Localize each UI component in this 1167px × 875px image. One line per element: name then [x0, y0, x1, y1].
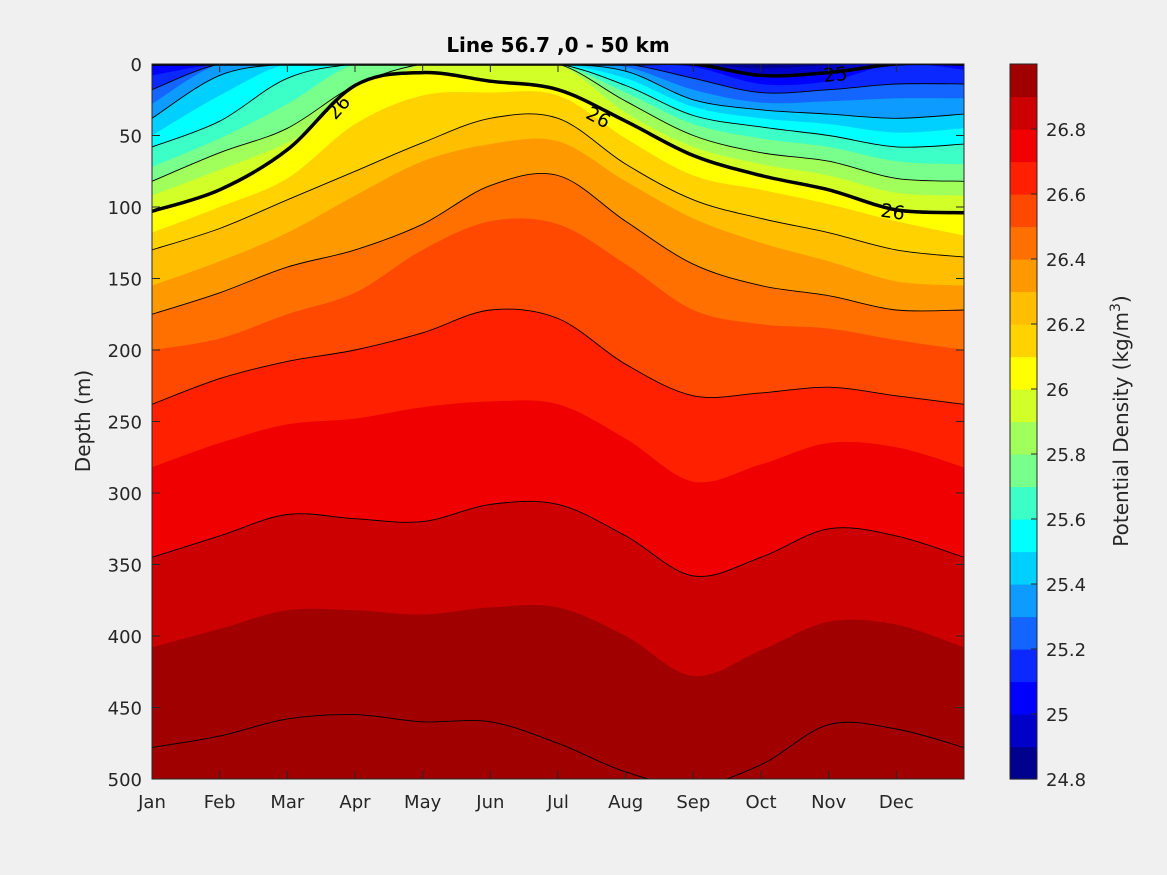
contour-line-25.8	[152, 64, 964, 182]
colorbar-step-13	[1010, 324, 1037, 358]
y-tick-label-450: 450	[108, 699, 142, 720]
y-tick-label-400: 400	[108, 627, 142, 648]
colorbar-step-11	[1010, 389, 1037, 423]
colorbar-step-17	[1010, 194, 1037, 228]
x-tick-label-Nov: Nov	[811, 792, 846, 813]
contour-line-26	[152, 70, 964, 215]
x-tick-label-Sep: Sep	[676, 792, 710, 813]
contour-line-25	[152, 64, 964, 78]
colorbar-step-2	[1010, 681, 1037, 715]
colorbar-step-3	[1010, 649, 1037, 683]
colorbar-step-10	[1010, 421, 1037, 455]
x-tick-label-Jul: Jul	[546, 792, 569, 813]
contour-line-27	[152, 714, 964, 779]
colorbar-step-6	[1010, 551, 1037, 585]
contour-line-25.6	[152, 64, 964, 148]
y-axis-title: Depth (m)	[71, 370, 95, 472]
x-tick-label-Feb: Feb	[204, 792, 236, 813]
colorbar-tick-label-25: 25	[1046, 705, 1069, 726]
contour-line-25.4	[152, 64, 964, 119]
y-tick-label-200: 200	[108, 341, 142, 362]
contour-label-2: 26	[879, 200, 906, 225]
contour-label-text: 25	[822, 63, 848, 87]
colorbar-step-12	[1010, 356, 1037, 390]
y-tick-label-250: 250	[108, 413, 142, 434]
contour-line-layer	[152, 64, 964, 779]
contour-line-26.8	[152, 500, 964, 577]
colorbar-tick-label-25.8: 25.8	[1046, 445, 1086, 466]
y-tick-label-0: 0	[131, 55, 142, 76]
x-axis: Jan Feb Mar Apr May Jun Jul Aug Sep Oct Nov Dec	[137, 64, 914, 813]
y-axis: 0 50 100 150 200 250 300 350 400 450 500	[108, 55, 964, 791]
colorbar-tick-label-26.6: 26.6	[1046, 185, 1086, 206]
colorbar-step-18	[1010, 161, 1037, 195]
y-tick-label-50: 50	[119, 127, 142, 148]
colorbar-step-8	[1010, 486, 1037, 520]
colorbar-step-19	[1010, 129, 1037, 163]
colorbar: 24.8 25 25.2 25.4 25.6 25.8 26 26.2 26.4 26.6 26.8	[1009, 63, 1086, 791]
colorbar-step-1	[1010, 714, 1037, 748]
colorbar-tick-label-26.4: 26.4	[1046, 250, 1086, 271]
y-tick-label-300: 300	[108, 484, 142, 505]
colorbar-step-20	[1010, 96, 1037, 130]
chart-title: Line 56.7 ,0 - 50 km	[446, 33, 669, 57]
colorbar-step-15	[1010, 259, 1037, 293]
colorbar-step-14	[1010, 291, 1037, 325]
x-tick-label-Jun: Jun	[475, 792, 504, 813]
colorbar-tick-label-25.4: 25.4	[1046, 575, 1086, 596]
x-tick-label-Jan: Jan	[137, 792, 166, 813]
colorbar-step-21	[1010, 64, 1037, 98]
x-tick-label-Aug: Aug	[608, 792, 643, 813]
y-tick-label-100: 100	[108, 198, 142, 219]
y-tick-label-150: 150	[108, 270, 142, 291]
colorbar-step-9	[1010, 454, 1037, 488]
contour-line-26.4	[152, 173, 964, 315]
contour-line-25.2	[152, 64, 964, 94]
colorbar-tick-label-26.2: 26.2	[1046, 315, 1086, 336]
colorbar-step-0	[1010, 746, 1037, 780]
x-tick-label-Dec: Dec	[879, 792, 914, 813]
colorbar-step-7	[1010, 519, 1037, 553]
contour-line-26.2	[152, 113, 964, 258]
colorbar-tick-label-24.8: 24.8	[1046, 770, 1086, 791]
x-tick-label-Oct: Oct	[745, 792, 776, 813]
x-tick-label-Apr: Apr	[339, 792, 371, 813]
colorbar-tick-label-26: 26	[1046, 380, 1069, 401]
colorbar-tick-label-26.8: 26.8	[1046, 120, 1086, 141]
colorbar-step-4	[1010, 616, 1037, 650]
contour-label-text: 26	[879, 200, 906, 225]
colorbar-tick-label-25.2: 25.2	[1046, 640, 1086, 661]
colorbar-tick-label-25.6: 25.6	[1046, 510, 1086, 531]
density-fill-layer	[152, 64, 964, 779]
x-tick-label-May: May	[404, 792, 442, 813]
colorbar-step-16	[1010, 226, 1037, 260]
colorbar-step-5	[1010, 584, 1037, 618]
y-tick-label-500: 500	[108, 770, 142, 791]
contour-label-3: 25	[822, 63, 848, 87]
density-band-27	[152, 714, 964, 779]
x-tick-label-Mar: Mar	[270, 792, 305, 813]
contour-line-26.6	[152, 308, 964, 405]
colorbar-title: Potential Density (kg/m3)	[1108, 295, 1133, 546]
colorbar-frame	[1009, 63, 1038, 780]
y-tick-label-350: 350	[108, 556, 142, 577]
